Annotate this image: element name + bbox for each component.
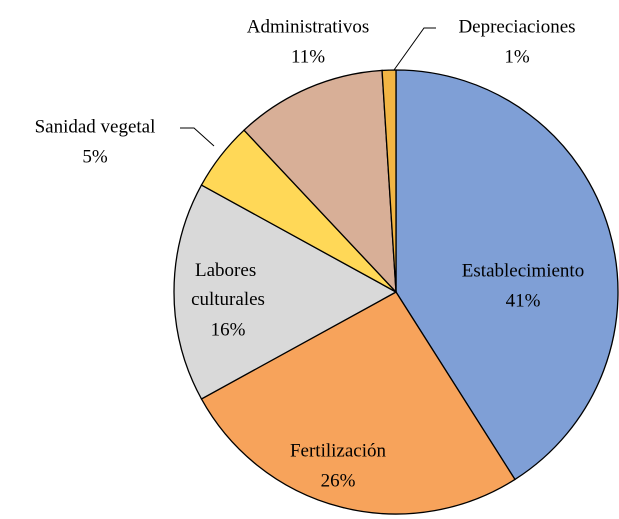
leader-line bbox=[393, 27, 436, 71]
value-label: 16% bbox=[211, 319, 246, 340]
pie-slice bbox=[200, 291, 516, 515]
leader-line bbox=[180, 127, 215, 147]
pie-slice bbox=[173, 184, 398, 400]
value-label: 41% bbox=[506, 290, 541, 311]
slice-label: Sanidad vegetal bbox=[35, 116, 156, 137]
value-label: 26% bbox=[321, 470, 356, 491]
slice-label: Labores culturales bbox=[191, 260, 265, 310]
slice-label: Administrativos bbox=[247, 16, 369, 37]
slice-label: Establecimiento bbox=[462, 260, 584, 281]
value-label: 5% bbox=[82, 146, 108, 167]
slice-label: Depreciaciones bbox=[458, 16, 575, 37]
pie-slice bbox=[395, 69, 619, 481]
slice-label: Fertilización bbox=[290, 440, 387, 461]
value-label: 1% bbox=[504, 46, 530, 67]
pie-slice bbox=[381, 69, 397, 293]
value-label: 11% bbox=[291, 46, 325, 67]
pie-slice bbox=[243, 69, 397, 294]
